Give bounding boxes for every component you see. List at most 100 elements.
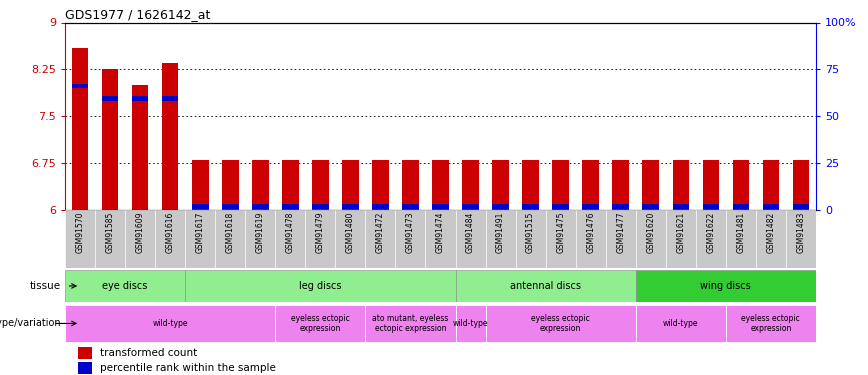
Bar xyxy=(185,210,215,268)
Text: GDS1977 / 1626142_at: GDS1977 / 1626142_at xyxy=(65,8,210,21)
Bar xyxy=(485,210,516,268)
Bar xyxy=(635,270,816,302)
Bar xyxy=(132,85,148,210)
Text: GSM91477: GSM91477 xyxy=(616,212,625,253)
Text: GSM91479: GSM91479 xyxy=(316,212,325,253)
Text: GSM91475: GSM91475 xyxy=(556,212,565,253)
Bar xyxy=(335,210,365,268)
Text: GSM91570: GSM91570 xyxy=(76,212,84,253)
Bar xyxy=(65,210,95,268)
Text: antennal discs: antennal discs xyxy=(510,281,581,291)
Bar xyxy=(463,160,479,210)
Bar xyxy=(102,96,118,100)
Bar xyxy=(575,210,606,268)
Bar xyxy=(456,210,485,268)
Bar xyxy=(162,63,179,210)
Bar xyxy=(65,304,275,342)
Text: wild-type: wild-type xyxy=(453,319,489,328)
Text: GSM91473: GSM91473 xyxy=(406,212,415,253)
Bar xyxy=(523,204,539,209)
Bar xyxy=(275,210,306,268)
Bar xyxy=(432,160,449,210)
Text: eye discs: eye discs xyxy=(102,281,148,291)
Bar xyxy=(786,210,816,268)
Text: GSM91617: GSM91617 xyxy=(196,212,205,253)
Text: GSM91478: GSM91478 xyxy=(286,212,295,253)
Bar xyxy=(246,210,275,268)
Text: GSM91472: GSM91472 xyxy=(376,212,385,253)
Bar xyxy=(702,160,719,210)
Text: GSM91491: GSM91491 xyxy=(496,212,505,253)
Bar xyxy=(613,204,629,209)
Bar xyxy=(552,160,569,210)
Bar xyxy=(733,160,749,210)
Bar xyxy=(72,84,89,88)
Bar xyxy=(192,204,208,209)
Text: GSM91474: GSM91474 xyxy=(436,212,445,253)
Bar xyxy=(65,270,185,302)
Bar xyxy=(185,270,456,302)
Text: GSM91609: GSM91609 xyxy=(135,212,145,253)
Text: GSM91483: GSM91483 xyxy=(797,212,806,253)
Text: eyeless ectopic
expression: eyeless ectopic expression xyxy=(291,314,350,333)
Bar xyxy=(306,210,335,268)
Bar xyxy=(456,304,485,342)
Text: wing discs: wing discs xyxy=(700,281,751,291)
Bar xyxy=(606,210,635,268)
Text: GSM91480: GSM91480 xyxy=(346,212,355,253)
Bar xyxy=(95,210,125,268)
Text: genotype/variation: genotype/variation xyxy=(0,318,61,328)
Bar xyxy=(222,204,239,209)
Bar xyxy=(72,48,89,210)
Bar xyxy=(696,210,726,268)
Bar xyxy=(763,160,779,210)
Text: GSM91622: GSM91622 xyxy=(707,212,715,253)
Bar xyxy=(726,210,756,268)
Text: GSM91515: GSM91515 xyxy=(526,212,535,253)
Bar xyxy=(78,362,92,374)
Bar xyxy=(215,210,246,268)
Bar xyxy=(792,204,809,209)
Text: GSM91482: GSM91482 xyxy=(766,212,775,253)
Bar xyxy=(485,304,635,342)
Text: ato mutant, eyeless
ectopic expression: ato mutant, eyeless ectopic expression xyxy=(372,314,449,333)
Bar xyxy=(642,160,659,210)
Text: percentile rank within the sample: percentile rank within the sample xyxy=(100,363,276,373)
Text: GSM91618: GSM91618 xyxy=(226,212,234,253)
Text: GSM91620: GSM91620 xyxy=(647,212,655,253)
Bar xyxy=(463,204,479,209)
Bar xyxy=(635,304,726,342)
Bar xyxy=(582,204,599,209)
Text: wild-type: wild-type xyxy=(153,319,188,328)
Text: GSM91476: GSM91476 xyxy=(586,212,595,253)
Bar xyxy=(763,204,779,209)
Bar xyxy=(492,204,509,209)
Bar xyxy=(425,210,456,268)
Text: GSM91616: GSM91616 xyxy=(166,212,174,253)
Bar xyxy=(125,210,155,268)
Bar xyxy=(733,204,749,209)
Bar xyxy=(726,304,816,342)
Bar xyxy=(252,204,268,209)
Bar xyxy=(282,160,299,210)
Bar xyxy=(162,96,179,100)
Bar xyxy=(582,160,599,210)
Bar xyxy=(132,96,148,100)
Bar xyxy=(372,160,389,210)
Bar xyxy=(342,160,358,210)
Bar xyxy=(282,204,299,209)
Bar xyxy=(432,204,449,209)
Bar xyxy=(222,160,239,210)
Bar xyxy=(702,204,719,209)
Bar xyxy=(666,210,696,268)
Bar xyxy=(396,210,425,268)
Bar xyxy=(642,204,659,209)
Bar xyxy=(402,204,418,209)
Text: GSM91585: GSM91585 xyxy=(106,212,115,253)
Bar xyxy=(312,204,329,209)
Bar xyxy=(402,160,418,210)
Text: GSM91619: GSM91619 xyxy=(256,212,265,253)
Bar xyxy=(673,204,689,209)
Text: tissue: tissue xyxy=(30,281,61,291)
Text: leg discs: leg discs xyxy=(299,281,342,291)
